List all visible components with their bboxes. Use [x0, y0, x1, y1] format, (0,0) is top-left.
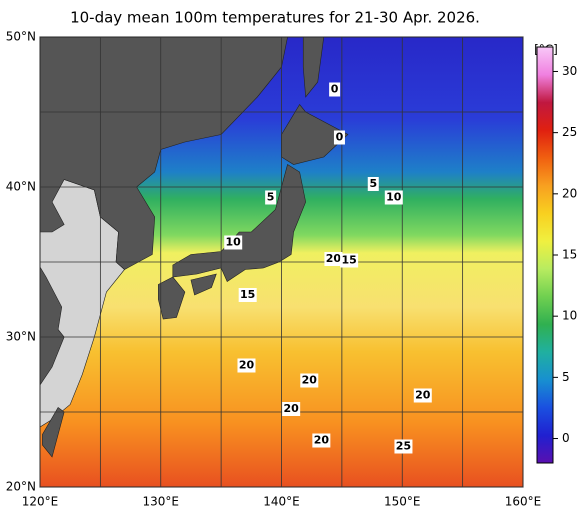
land — [42, 407, 65, 458]
colorbar-tick-label: 5 — [562, 370, 570, 384]
contour-label-box — [333, 130, 345, 145]
contour-label: 20 — [239, 359, 255, 372]
contour-label: 20 — [415, 389, 431, 402]
contour-label-box — [300, 373, 319, 388]
land — [302, 37, 325, 98]
colorbar — [536, 46, 554, 464]
colorbar-tick-label: 0 — [562, 431, 570, 445]
colorbar-tick-label: 10 — [562, 309, 577, 323]
contour-label: 5 — [369, 177, 377, 190]
land — [158, 276, 186, 320]
contour-label: 15 — [341, 254, 356, 267]
colorbar-tick-label: 20 — [562, 186, 577, 200]
contour-label: 10 — [226, 236, 242, 249]
colorbar-tick-label: 30 — [562, 64, 577, 78]
contour-label-box — [324, 252, 343, 266]
colorbar-tick-label: 15 — [562, 248, 577, 262]
contour-label-box — [265, 190, 277, 205]
y-tick-label: 50°N — [6, 30, 36, 44]
chart-title: 10-day mean 100m temperatures for 21-30 … — [70, 9, 480, 27]
contour-label: 20 — [302, 374, 318, 387]
x-tick-label: 150°E — [384, 495, 421, 509]
land — [190, 273, 217, 296]
contour-label: 20 — [284, 402, 300, 415]
land — [172, 164, 306, 282]
contour-label-box — [413, 388, 432, 403]
contour-label-box — [384, 190, 403, 205]
contour-label-box — [340, 253, 359, 268]
contour-label-box — [238, 288, 257, 302]
contour-label: 0 — [331, 83, 339, 96]
y-tick-label: 40°N — [6, 180, 36, 194]
y-tick-label: 20°N — [6, 480, 36, 494]
contour-label-box — [282, 402, 301, 416]
colorbar-tick-label: 25 — [562, 125, 577, 139]
contour-label: 5 — [267, 191, 275, 204]
x-tick-label: 130°E — [143, 495, 180, 509]
contour-label: 20 — [326, 252, 342, 265]
contour-label-box — [224, 235, 243, 250]
contour-label-box — [329, 82, 341, 97]
contour-label: 0 — [336, 131, 344, 144]
contour-label-box — [312, 433, 331, 448]
x-tick-label: 160°E — [505, 495, 542, 509]
contour-label-box — [367, 177, 379, 191]
contour-label: 20 — [314, 434, 330, 447]
contour-label: 10 — [386, 191, 402, 204]
contour-label: 15 — [240, 288, 255, 301]
contour-label-box — [394, 439, 413, 454]
land — [281, 103, 349, 165]
contour-label: 25 — [396, 440, 411, 453]
y-tick-label: 30°N — [6, 330, 36, 344]
x-tick-label: 120°E — [22, 495, 59, 509]
contour-label-box — [237, 358, 256, 373]
x-tick-label: 140°E — [263, 495, 300, 509]
